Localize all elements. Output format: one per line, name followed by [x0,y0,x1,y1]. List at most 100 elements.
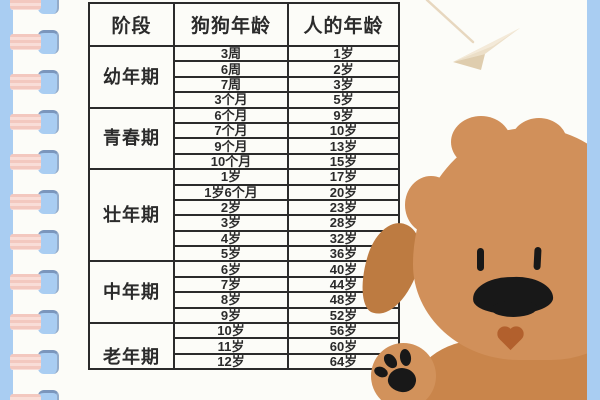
human-age-cell: 32岁 [287,229,400,248]
table-row: 中年期 6岁 40岁 [88,260,400,325]
dog-age-cell: 6个月 [173,106,289,124]
dog-nose-icon [472,275,554,316]
spiral-ring-icon [0,230,60,256]
dog-age-cell: 3个月 [173,91,289,109]
dog-age-cell: 2岁 [173,198,289,217]
spiral-ring-icon [0,70,60,96]
spiral-ring-icon [0,0,60,16]
notebook-page: 阶段 狗狗年龄 人的年龄 幼年期 3周 1岁 6周 2岁 7周 3岁 3个月 5岁 青春期 6个月 9… [13,0,587,400]
human-age-cell: 3岁 [287,75,400,94]
table-body: 幼年期 3周 1岁 6周 2岁 7周 3岁 3个月 5岁 青春期 6个月 9岁 7个月 10岁 9个月 13岁… [88,44,400,371]
dog-age-cell: 11岁 [173,337,289,355]
ring-clip [10,274,41,290]
table-row: 9个月 13岁 [89,137,400,155]
stage-cell: 中年期 [88,260,175,325]
ring-clip [10,354,41,370]
spiral-ring-icon [0,390,60,400]
ring-hole [38,390,59,400]
dog-age-cell: 1岁 [173,168,289,186]
human-age-cell: 23岁 [287,198,400,217]
human-age-cell: 36岁 [287,245,400,263]
ring-hole [38,0,59,14]
ring-hole [38,30,59,54]
dog-fur-fluff [405,176,457,234]
human-age-cell: 60岁 [287,337,400,355]
dog-age-cell: 9岁 [173,306,289,325]
table-row: 幼年期 3周 1岁 [88,44,400,109]
ring-hole [38,70,59,94]
dog-age-cell: 7个月 [173,121,289,140]
human-age-cell: 20岁 [287,183,400,201]
spiral-ring-icon [0,190,60,216]
table-row: 6周 2岁 [89,60,400,78]
ring-clip [10,394,41,400]
ring-hole [38,310,59,334]
dog-body [411,340,587,400]
ring-clip [10,74,41,90]
table-row: 5岁 36岁 [89,245,400,263]
dog-age-cell: 6岁 [173,260,289,278]
dog-age-cell: 6周 [173,60,289,78]
dog-fur-fluff [451,116,511,168]
spiral-ring-icon [0,270,60,296]
ring-clip [10,194,41,210]
dog-age-conversion-table: 阶段 狗狗年龄 人的年龄 幼年期 3周 1岁 6周 2岁 7周 3岁 3个月 5岁 青春期 6个月 9… [88,2,400,371]
human-age-cell: 10岁 [287,121,400,140]
dog-age-cell: 3岁 [173,214,289,232]
table-row: 1岁6个月 20岁 [89,183,400,201]
ring-hole [38,350,59,374]
dog-age-cell: 5岁 [173,245,289,263]
paw-pad [398,348,413,367]
human-age-cell: 40岁 [287,260,400,278]
ring-hole [38,190,59,214]
ring-clip [10,0,41,10]
spiral-ring-icon [0,310,60,336]
header-human-age: 人的年龄 [287,2,400,47]
dog-age-cell: 9个月 [173,137,289,155]
dog-age-cell: 8岁 [173,291,289,309]
table-row: 2岁 23岁 [89,198,400,217]
ring-hole [38,230,59,254]
table-row: 7个月 10岁 [89,121,400,140]
table-row: 青春期 6个月 9岁 [88,106,400,171]
ring-hole [38,150,59,174]
dog-age-cell: 1岁6个月 [173,183,289,201]
dog-age-cell: 4岁 [173,229,289,248]
spiral-ring-icon [0,30,60,56]
human-age-cell: 28岁 [287,214,400,232]
ring-hole [38,270,59,294]
stage-cell: 幼年期 [88,45,175,109]
spiral-ring-icon [0,110,60,136]
spiral-ring-icon [0,350,60,376]
ring-clip [10,154,41,170]
ring-clip [10,34,41,50]
paw-pad [386,366,418,394]
dog-age-cell: 10岁 [173,322,289,340]
dog-eye-right [533,246,542,271]
stage-cell: 老年期 [88,322,175,371]
ring-hole [38,110,59,134]
dog-head [413,128,587,360]
dog-fur-fluff [511,118,567,166]
human-age-cell: 64岁 [287,352,400,371]
table-row: 8岁 48岁 [89,291,400,309]
ring-clip [10,314,41,330]
human-age-cell: 9岁 [287,106,400,124]
header-stage: 阶段 [88,2,175,47]
human-age-cell: 48岁 [287,291,400,309]
spiral-ring-icon [0,150,60,176]
human-age-cell: 17岁 [287,168,400,186]
human-age-cell: 15岁 [287,152,400,171]
dog-mouth-icon [499,328,522,351]
table-header-row: 阶段 狗狗年龄 人的年龄 [88,2,400,47]
dog-age-cell: 3周 [173,44,289,63]
dog-eye-left [477,248,484,271]
human-age-cell: 52岁 [287,306,400,325]
human-age-cell: 56岁 [287,322,400,340]
table-row: 壮年期 1岁 17岁 [88,168,400,263]
dog-age-cell: 12岁 [173,352,289,371]
table-row: 老年期 10岁 56岁 [88,322,400,371]
human-age-cell: 2岁 [287,60,400,78]
stage-cell: 青春期 [88,106,175,171]
stage-cell: 壮年期 [88,168,175,263]
